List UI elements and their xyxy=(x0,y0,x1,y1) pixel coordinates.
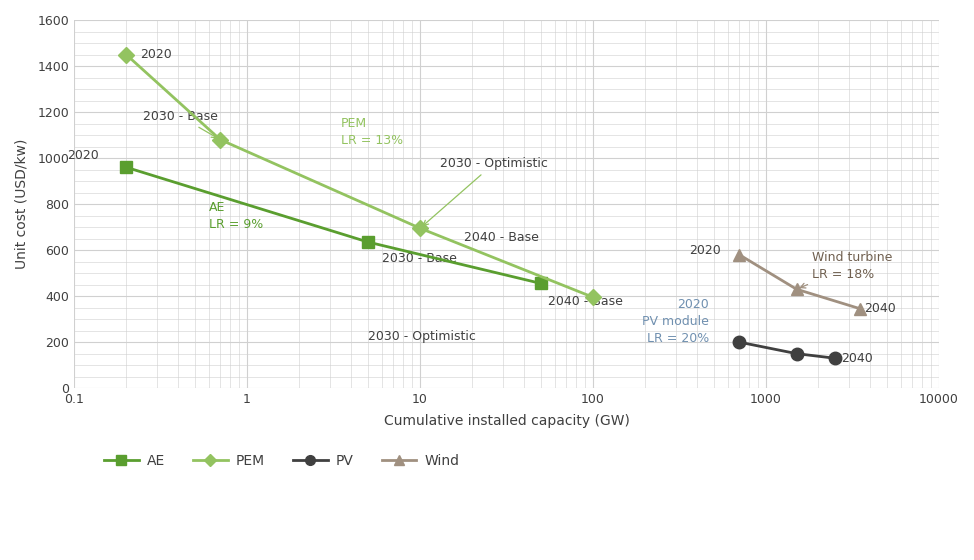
Text: 2030 - Optimistic: 2030 - Optimistic xyxy=(368,330,476,343)
Text: AE
LR = 9%: AE LR = 9% xyxy=(208,200,263,231)
Text: 2020
PV module
LR = 20%: 2020 PV module LR = 20% xyxy=(643,298,709,345)
Text: 2030 - Optimistic: 2030 - Optimistic xyxy=(424,157,547,226)
Text: Wind turbine
LR = 18%: Wind turbine LR = 18% xyxy=(801,251,892,288)
Legend: AE, PEM, PV, Wind: AE, PEM, PV, Wind xyxy=(98,448,466,473)
Text: 2020: 2020 xyxy=(690,244,721,256)
Text: 2030 - Base: 2030 - Base xyxy=(143,110,218,138)
Text: 2020: 2020 xyxy=(140,48,171,61)
Text: 2040 - Base: 2040 - Base xyxy=(465,231,539,244)
Text: 2040: 2040 xyxy=(864,302,896,315)
Text: 2020: 2020 xyxy=(67,148,99,161)
Text: PEM
LR = 13%: PEM LR = 13% xyxy=(341,116,403,147)
X-axis label: Cumulative installed capacity (GW): Cumulative installed capacity (GW) xyxy=(384,414,629,428)
Text: 2040: 2040 xyxy=(841,352,873,365)
Text: 2040 - Base: 2040 - Base xyxy=(548,295,623,308)
Text: 2030 - Base: 2030 - Base xyxy=(382,253,457,265)
Y-axis label: Unit cost (USD/kw): Unit cost (USD/kw) xyxy=(15,139,29,269)
